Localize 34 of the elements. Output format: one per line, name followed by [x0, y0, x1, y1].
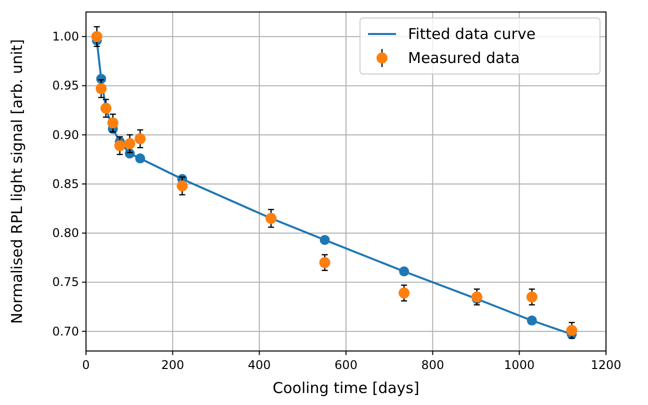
point	[135, 153, 146, 164]
point	[320, 234, 330, 245]
point	[399, 266, 410, 276]
x-tick-label: 600	[334, 358, 358, 372]
point	[124, 138, 136, 150]
point	[114, 140, 126, 152]
y-axis-title: Normalised RPL light signal [arb. unit]	[8, 39, 26, 324]
point	[566, 324, 578, 336]
x-axis-title: Cooling time [days]	[272, 379, 420, 397]
point	[134, 133, 146, 144]
x-tick-label: 1000	[504, 358, 535, 372]
point	[107, 118, 118, 129]
point	[319, 257, 330, 268]
x-tick-label: 0	[82, 358, 90, 372]
y-tick-label: 0.95	[52, 78, 79, 93]
x-tick-label: 200	[161, 358, 184, 372]
point	[91, 31, 102, 42]
x-tick-label: 800	[421, 358, 444, 372]
y-tick-label: 0.90	[52, 128, 79, 142]
y-tick-label: 0.85	[52, 176, 79, 191]
point	[526, 316, 537, 326]
y-tick-label: 0.80	[52, 226, 79, 240]
legend-label: Fitted data curve	[408, 25, 536, 43]
legend-label: Measured data	[408, 49, 520, 67]
point	[471, 291, 482, 302]
y-tick-label: 1.00	[52, 30, 79, 44]
y-tick-label: 0.75	[52, 275, 79, 290]
point	[176, 180, 188, 192]
x-tick-label: 400	[248, 358, 271, 372]
x-tick-label: 1200	[590, 358, 622, 372]
y-tick-label: 0.70	[52, 324, 79, 338]
point	[96, 83, 107, 94]
point	[526, 291, 538, 302]
point	[398, 288, 410, 299]
